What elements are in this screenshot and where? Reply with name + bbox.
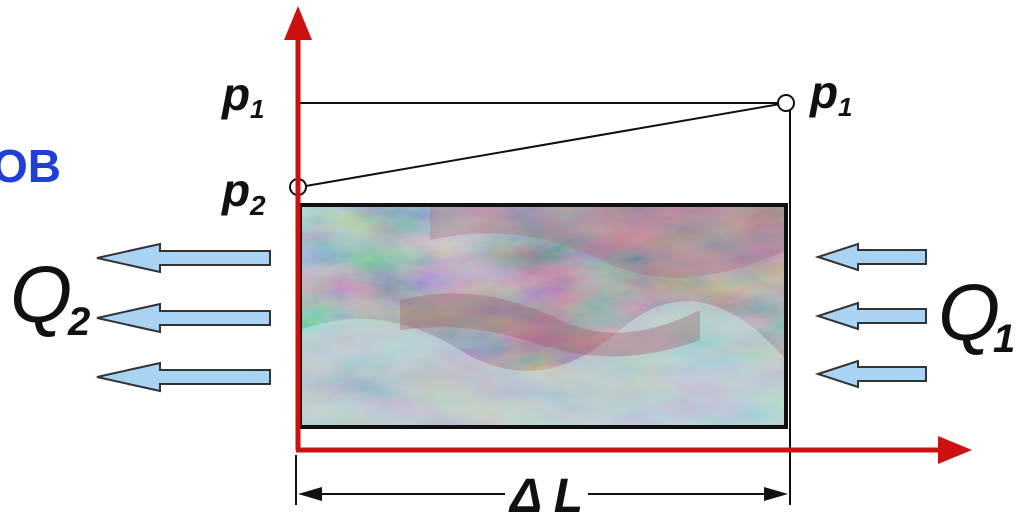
rock-sample xyxy=(298,203,788,429)
left-arrow-icon xyxy=(96,302,271,334)
pressure-gradient-line xyxy=(299,102,787,188)
x-axis xyxy=(296,436,972,464)
svg-text:2: 2 xyxy=(249,190,266,221)
left-arrow-icon xyxy=(814,359,927,389)
left-arrow-icon xyxy=(96,242,271,274)
left-arrow-icon xyxy=(814,242,927,272)
p1-left-label: p 1 xyxy=(220,68,264,124)
svg-text:1: 1 xyxy=(838,92,852,122)
axis-arrowhead-icon xyxy=(284,6,312,40)
outflow-arrows xyxy=(96,242,271,393)
svg-text:p: p xyxy=(220,68,250,120)
inflow-arrows xyxy=(814,242,927,389)
q2-label: Q 2 xyxy=(10,250,90,344)
delta-l-label: Δ L xyxy=(508,470,583,519)
p1-point xyxy=(777,94,795,112)
delta-l-dimension: Δ L xyxy=(295,455,788,519)
axis-arrowhead-icon xyxy=(938,436,972,464)
svg-text:p: p xyxy=(808,66,838,118)
svg-text:1: 1 xyxy=(993,317,1015,361)
svg-text:1: 1 xyxy=(250,94,264,124)
svg-text:p: p xyxy=(220,164,250,216)
p1-right-label: p 1 xyxy=(808,66,852,122)
svg-text:Q: Q xyxy=(938,268,1000,357)
svg-text:2: 2 xyxy=(67,300,90,344)
q1-label: Q 1 xyxy=(938,268,1015,361)
y-axis xyxy=(284,6,312,450)
p2-label: p 2 xyxy=(220,164,266,221)
left-arrow-icon xyxy=(96,361,271,393)
left-arrow-icon xyxy=(814,301,927,331)
cropped-heading-text: OB xyxy=(0,140,61,192)
svg-text:Q: Q xyxy=(10,250,72,339)
